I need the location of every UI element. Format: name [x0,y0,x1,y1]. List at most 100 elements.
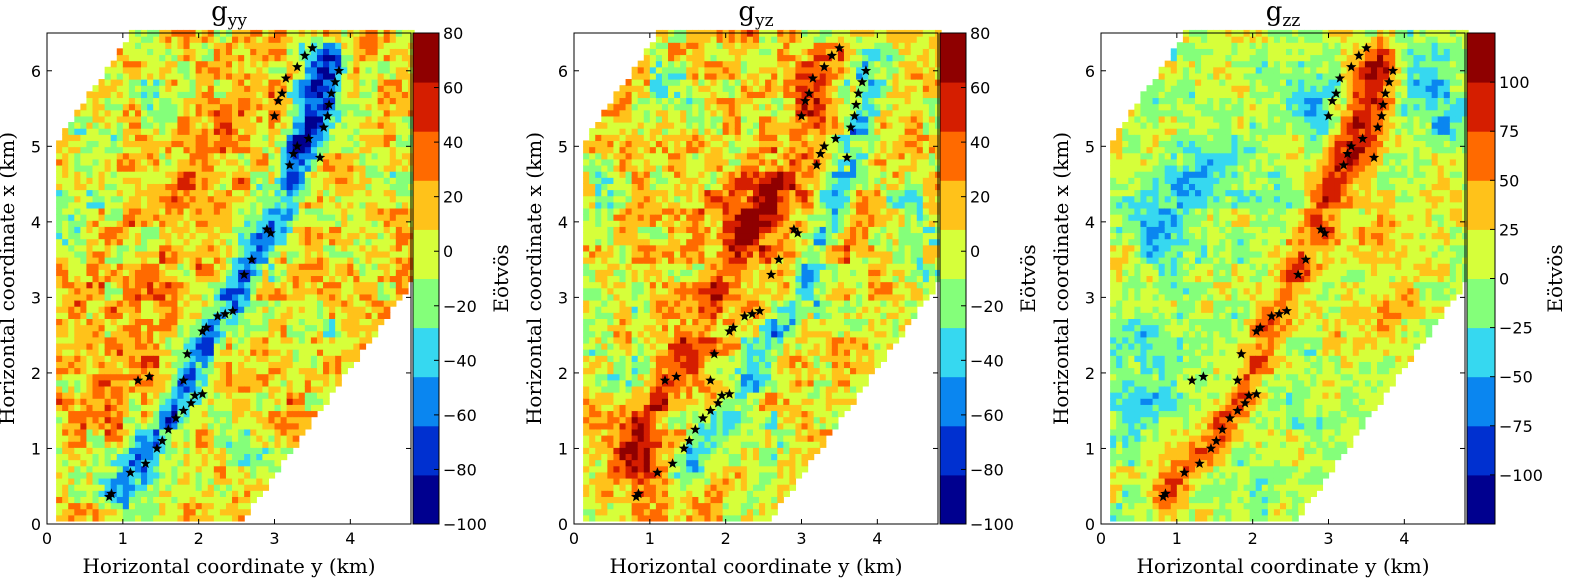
heatmap-cell [347,115,354,123]
heatmap-cell [159,171,166,178]
heatmap-cell [292,306,300,313]
heatmap-cell [280,441,288,448]
heatmap-cell [232,36,239,43]
heatmap-cell [335,54,342,62]
heatmap-cell [649,115,657,123]
heatmap-cell [298,324,306,332]
heatmap-cell [389,250,397,258]
heatmap-cell [159,164,166,172]
heatmap-cell [128,281,136,289]
heatmap-cell [238,342,245,350]
heatmap-cell [395,140,403,148]
heatmap-cell [225,502,233,510]
heatmap-cell [631,465,639,473]
heatmap-cell [232,404,239,412]
heatmap-cell [74,324,81,332]
heatmap-cell [195,79,203,86]
heatmap-cell [583,355,590,362]
heatmap-cell [134,140,142,148]
heatmap-cell [595,158,602,166]
heatmap-cell [589,201,596,209]
heatmap-cell [274,36,282,43]
heatmap-cell [189,502,197,510]
heatmap-cell [213,435,221,442]
heatmap-cell [583,453,590,461]
heatmap-cell [304,146,312,154]
heatmap-cell [613,158,621,166]
heatmap-cell [389,91,397,99]
heatmap-cell [341,355,348,362]
heatmap-cell [292,238,300,246]
heatmap-cell [335,324,342,332]
heatmap-cell [595,238,602,246]
heatmap-cell [274,435,282,442]
heatmap-cell [335,152,342,160]
heatmap-cell [371,318,379,326]
heatmap-cell [225,177,233,184]
heatmap-cell [128,152,136,160]
heatmap-cell [195,54,203,62]
heatmap-cell [613,355,621,362]
heatmap-cell [329,349,336,356]
heatmap-cell [207,134,215,142]
heatmap-cell [225,287,233,295]
heatmap-cell [68,428,75,436]
heatmap-cell [201,281,209,289]
heatmap-cell [353,164,361,172]
heatmap-cell [377,60,385,68]
heatmap-cell [607,281,615,289]
heatmap-cell [323,85,330,92]
heatmap-cell [128,410,136,418]
heatmap-cell [159,91,166,99]
heatmap-cell [165,435,172,442]
heatmap-cell [116,79,124,86]
heatmap-cell [371,183,379,191]
heatmap-cell [189,183,197,191]
heatmap-cell [56,416,63,424]
heatmap-cell [613,214,621,221]
heatmap-cell [625,379,633,387]
heatmap-cell [147,287,154,295]
heatmap-cell [128,435,136,442]
heatmap-cell [595,447,602,455]
heatmap-cell [177,416,185,424]
heatmap-cell [159,410,166,418]
heatmap-cell [335,238,342,246]
heatmap-cell [365,287,373,295]
heatmap-cell [310,97,318,105]
heatmap-cell [213,171,221,178]
heatmap-cell [365,103,373,111]
heatmap-cell [110,220,118,227]
heatmap-cell [643,54,651,62]
heatmap-cell [134,226,142,234]
heatmap-cell [80,312,88,319]
heatmap-cell [607,287,615,295]
heatmap-cell [316,385,324,393]
heatmap-cell [86,281,94,289]
heatmap-cell [134,263,142,270]
heatmap-cell [631,189,639,197]
heatmap-cell [244,226,251,234]
heatmap-cell [177,103,185,111]
heatmap-cell [165,447,172,455]
heatmap-cell [298,232,306,240]
heatmap-cell [298,66,306,74]
heatmap-cell [359,164,367,172]
heatmap-cell [219,250,227,258]
heatmap-cell [98,367,106,375]
heatmap-cell [116,177,124,184]
heatmap-cell [601,447,608,455]
heatmap-cell [207,171,215,178]
heatmap-cell [631,195,639,203]
heatmap-cell [256,36,263,43]
heatmap-cell [649,379,657,387]
heatmap-cell [56,496,63,504]
heatmap-cell [153,379,160,387]
heatmap-cell [201,355,209,362]
heatmap-cell [134,195,142,203]
heatmap-cell [244,42,251,49]
heatmap-cell [207,293,215,301]
heatmap-cell [86,177,94,184]
heatmap-cell [589,306,596,313]
heatmap-cell [377,195,385,203]
